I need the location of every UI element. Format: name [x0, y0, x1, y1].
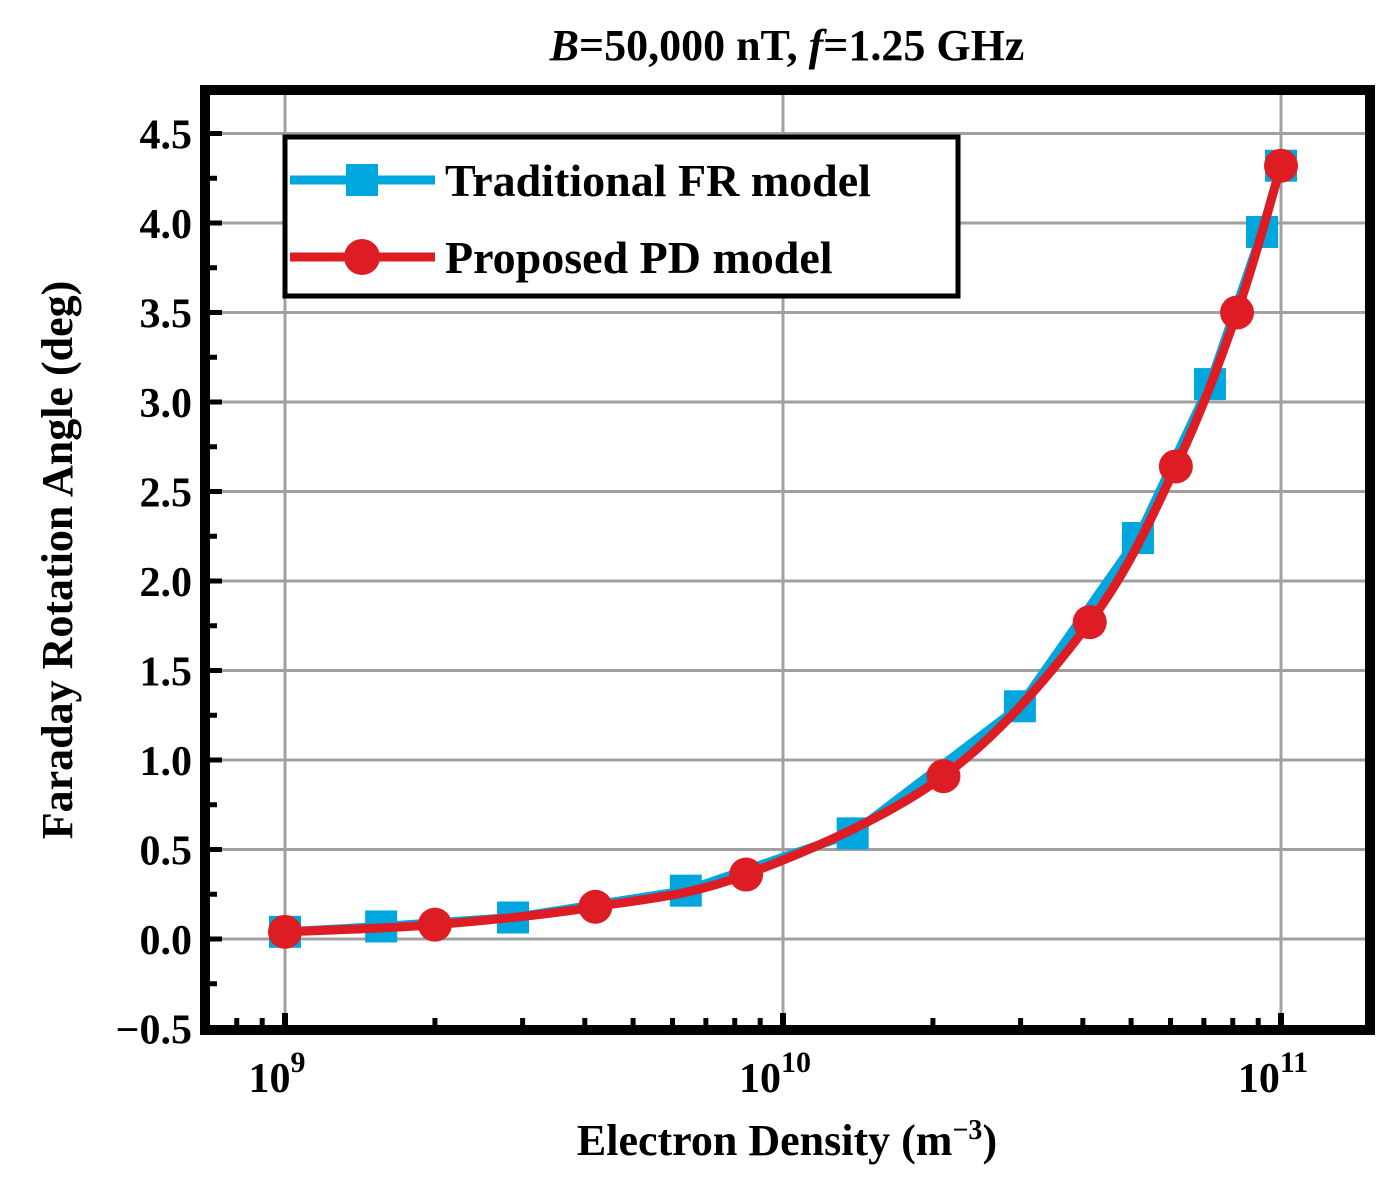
y-tick-labels: −0.5 0.0 0.5 1.0 1.5 2.0 2.5 3.0 3.5 4.0 4.5	[116, 113, 192, 1054]
x-tick-exp: 11	[1280, 1046, 1308, 1079]
y-tick-label: 0.0	[140, 918, 193, 964]
y-tick-label: 4.5	[140, 113, 193, 159]
y-tick-label: 2.5	[140, 471, 193, 517]
y-tick-label: 1.5	[140, 650, 193, 696]
point-proposed	[729, 857, 764, 892]
point-proposed	[926, 759, 961, 794]
x-tick-base: 10	[249, 1056, 291, 1102]
legend-label-proposed: Proposed PD model	[445, 232, 833, 283]
title-mid: =50,000 nT,	[579, 21, 809, 70]
title-rest: =1.25 GHz	[823, 21, 1024, 70]
x-axis-label: Electron Density (m−3)	[577, 1115, 997, 1165]
series-layer	[268, 148, 1298, 949]
y-tick-label: 2.0	[140, 560, 193, 606]
y-tick-label: 3.0	[140, 381, 193, 427]
x-tick-exp: 9	[291, 1046, 306, 1079]
point-proposed	[1264, 148, 1298, 183]
legend-marker-square	[346, 164, 378, 196]
y-tick-label: 0.5	[140, 829, 193, 875]
x-tick-exp: 10	[781, 1046, 811, 1079]
point-proposed	[578, 889, 613, 924]
legend: Traditional FR model Proposed PD model	[282, 134, 961, 299]
title-f: f	[809, 21, 828, 70]
x-tick-labels: 109 1010 1011	[249, 1046, 1309, 1102]
point-proposed	[1220, 295, 1255, 330]
point-proposed	[1072, 605, 1107, 640]
x-axis-label-text: Electron Density (m	[577, 1116, 953, 1165]
y-tick-label: 3.5	[140, 292, 193, 338]
title-b: B	[549, 21, 579, 70]
legend-marker-circle	[344, 239, 380, 275]
chart-title: B=50,000 nT, f=1.25 GHz	[549, 21, 1025, 70]
y-tick-label: 1.0	[140, 739, 193, 785]
point-proposed	[268, 914, 302, 949]
x-axis-label-end: )	[982, 1116, 997, 1165]
x-tick-label: 1010	[739, 1046, 811, 1102]
legend-box	[282, 134, 961, 299]
plot-frame	[200, 85, 1375, 1035]
y-tick-label: 4.0	[140, 202, 193, 248]
x-tick-label: 1011	[1238, 1046, 1308, 1102]
point-proposed	[1158, 449, 1193, 484]
x-tick-label: 109	[249, 1046, 306, 1102]
point-proposed	[417, 907, 452, 942]
x-axis-label-sup: −3	[952, 1115, 982, 1146]
legend-label-traditional: Traditional FR model	[445, 155, 871, 206]
y-axis-label: Faraday Rotation Angle (deg)	[33, 281, 82, 840]
x-tick-base: 10	[1238, 1056, 1280, 1102]
y-tick-label: −0.5	[116, 1008, 192, 1054]
x-tick-base: 10	[739, 1056, 781, 1102]
